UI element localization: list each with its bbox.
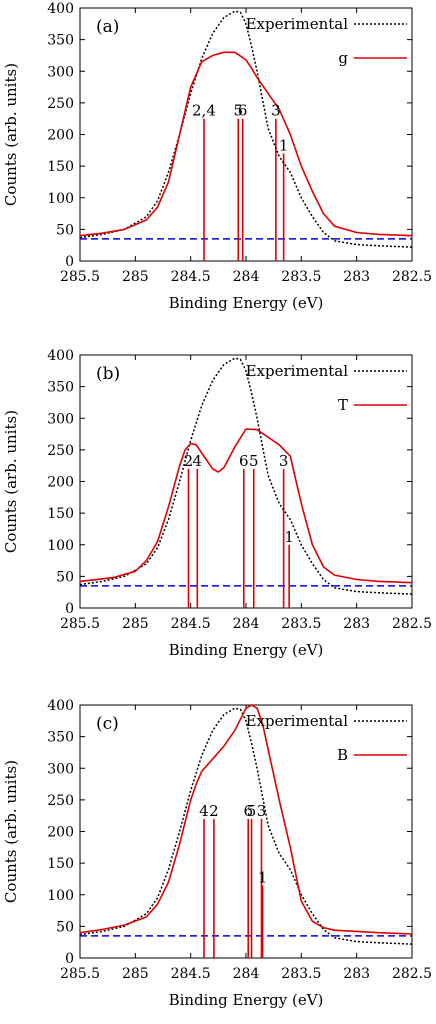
peak-label: 1 bbox=[284, 528, 294, 546]
x-tick-label: 284.5 bbox=[171, 269, 211, 285]
peak-label: 2 bbox=[209, 802, 219, 820]
y-tick-label: 350 bbox=[47, 33, 74, 49]
x-tick-label: 282.5 bbox=[392, 269, 432, 285]
y-tick-label: 300 bbox=[47, 761, 74, 777]
x-tick-label: 285.5 bbox=[60, 966, 100, 982]
y-tick-label: 350 bbox=[47, 380, 74, 396]
x-tick-label: 284 bbox=[233, 966, 260, 982]
x-axis-title: Binding Energy (eV) bbox=[169, 991, 324, 1009]
peak-label: 3 bbox=[257, 802, 267, 820]
x-tick-label: 283.5 bbox=[281, 616, 321, 632]
plot-frame bbox=[79, 7, 413, 262]
y-tick-label: 50 bbox=[56, 222, 74, 238]
y-tick-label: 100 bbox=[47, 538, 74, 554]
panel-label: (c) bbox=[96, 714, 119, 734]
chart-panel-1: 0 50 100 150 200 250 300 350 400 285.5 285 284.5 284… bbox=[2, 348, 432, 659]
experimental-series-line bbox=[79, 10, 413, 248]
legend-label: Experimental bbox=[246, 15, 349, 33]
x-tick-label: 283 bbox=[343, 966, 370, 982]
y-axis-title: Counts (arb. units) bbox=[2, 760, 20, 903]
x-tick-label: 285 bbox=[122, 966, 149, 982]
simulated-series-line bbox=[79, 51, 413, 237]
y-tick-label: 150 bbox=[47, 506, 74, 522]
x-tick-label: 285 bbox=[122, 616, 149, 632]
peak-label: 6 bbox=[239, 452, 249, 470]
y-tick-label: 0 bbox=[65, 601, 74, 617]
y-tick-label: 50 bbox=[56, 919, 74, 935]
peak-label: 4 bbox=[193, 452, 203, 470]
x-tick-label: 284 bbox=[233, 269, 260, 285]
experimental-series-line bbox=[79, 357, 413, 595]
peak-label: 6 bbox=[243, 802, 253, 820]
y-tick-label: 0 bbox=[65, 254, 74, 270]
plot-frame bbox=[79, 354, 413, 609]
x-tick-label: 283.5 bbox=[281, 966, 321, 982]
x-tick-label: 283 bbox=[343, 616, 370, 632]
peak-label: 5 bbox=[233, 102, 243, 120]
x-tick-label: 283 bbox=[343, 269, 370, 285]
y-tick-label: 300 bbox=[47, 411, 74, 427]
y-tick-label: 100 bbox=[47, 888, 74, 904]
plot-frame bbox=[79, 704, 413, 959]
x-axis-title: Binding Energy (eV) bbox=[169, 641, 324, 659]
x-tick-label: 282.5 bbox=[392, 966, 432, 982]
legend-label: Experimental bbox=[246, 362, 349, 380]
peak-label: 4 bbox=[199, 802, 209, 820]
legend-label: Experimental bbox=[246, 712, 349, 730]
panel-label: (b) bbox=[96, 364, 120, 384]
y-tick-label: 250 bbox=[47, 443, 74, 459]
x-tick-label: 283.5 bbox=[281, 269, 321, 285]
y-tick-label: 400 bbox=[47, 698, 74, 714]
y-axis-title: Counts (arb. units) bbox=[2, 63, 20, 206]
x-tick-label: 284 bbox=[233, 616, 260, 632]
y-tick-label: 0 bbox=[65, 951, 74, 967]
chart-panel-0: 0 50 100 150 200 250 300 350 400 285.5 285 284.5 284… bbox=[2, 1, 432, 312]
x-tick-label: 285.5 bbox=[60, 616, 100, 632]
legend-label: B bbox=[337, 746, 348, 764]
y-tick-label: 250 bbox=[47, 793, 74, 809]
y-axis-title: Counts (arb. units) bbox=[2, 410, 20, 553]
y-tick-label: 200 bbox=[47, 825, 74, 841]
y-tick-label: 50 bbox=[56, 569, 74, 585]
y-tick-label: 150 bbox=[47, 856, 74, 872]
peak-label: 5 bbox=[249, 452, 259, 470]
peak-label: 1 bbox=[279, 136, 289, 154]
x-tick-label: 285.5 bbox=[60, 269, 100, 285]
y-tick-label: 400 bbox=[47, 1, 74, 17]
x-tick-label: 284.5 bbox=[171, 966, 211, 982]
legend-label: g bbox=[338, 49, 348, 67]
peak-label: 5 bbox=[247, 802, 257, 820]
chart-panel-2: 0 50 100 150 200 250 300 350 400 285.5 285 284.5 284… bbox=[2, 698, 432, 1009]
y-tick-label: 200 bbox=[47, 475, 74, 491]
simulated-series-line bbox=[79, 704, 413, 935]
panel-label: (a) bbox=[96, 17, 119, 37]
x-axis-title: Binding Energy (eV) bbox=[169, 294, 324, 312]
y-tick-label: 150 bbox=[47, 159, 74, 175]
peak-label: 2 bbox=[184, 452, 194, 470]
y-tick-label: 200 bbox=[47, 128, 74, 144]
experimental-series-line bbox=[79, 707, 413, 945]
y-tick-label: 350 bbox=[47, 730, 74, 746]
y-tick-label: 400 bbox=[47, 348, 74, 364]
peak-label: 1 bbox=[258, 868, 268, 886]
x-tick-label: 282.5 bbox=[392, 616, 432, 632]
peak-label: 3 bbox=[271, 102, 281, 120]
x-tick-label: 284.5 bbox=[171, 616, 211, 632]
peak-label: 2,4 bbox=[192, 102, 216, 120]
y-tick-label: 300 bbox=[47, 64, 74, 80]
legend-label: T bbox=[338, 396, 348, 414]
y-tick-label: 100 bbox=[47, 191, 74, 207]
x-tick-label: 285 bbox=[122, 269, 149, 285]
peak-label: 3 bbox=[279, 452, 289, 470]
y-tick-label: 250 bbox=[47, 96, 74, 112]
peak-label: 6 bbox=[238, 102, 248, 120]
simulated-series-line bbox=[79, 428, 413, 584]
